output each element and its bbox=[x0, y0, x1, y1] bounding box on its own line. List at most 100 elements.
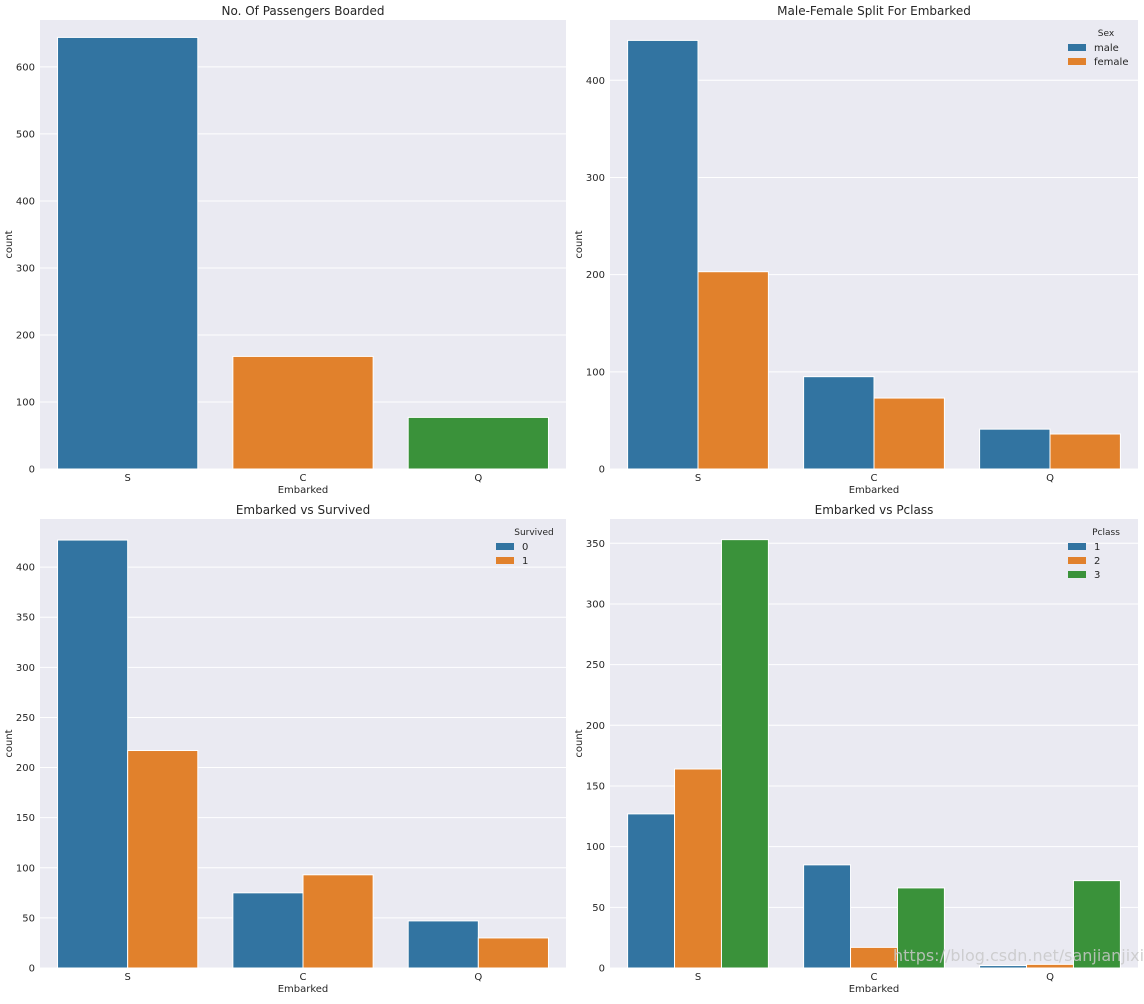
bar-C-1 bbox=[302, 874, 374, 969]
legend-label: 2 bbox=[1094, 556, 1100, 567]
chart-title: Embarked vs Survived bbox=[236, 503, 370, 517]
bar-Q-male bbox=[979, 428, 1051, 470]
y-axis-label: count bbox=[4, 729, 15, 757]
bar-S-1 bbox=[127, 750, 199, 969]
x-tick-label: S bbox=[124, 473, 130, 484]
bar-S-2 bbox=[674, 768, 722, 969]
x-tick-label: Q bbox=[1046, 473, 1054, 484]
legend-label: female bbox=[1094, 57, 1128, 68]
y-tick-label: 300 bbox=[586, 599, 605, 610]
legend-swatch-3 bbox=[1068, 571, 1086, 578]
bar-S-3 bbox=[720, 539, 769, 969]
bar-C-3 bbox=[896, 887, 945, 969]
y-tick-label: 100 bbox=[16, 863, 35, 874]
y-tick-label: 350 bbox=[16, 613, 35, 624]
bar-Q-1 bbox=[477, 937, 549, 969]
legend-swatch-female bbox=[1068, 58, 1086, 65]
bar-S-female bbox=[697, 271, 769, 470]
bar-Q-0 bbox=[407, 920, 479, 969]
x-tick-label: C bbox=[300, 473, 307, 484]
chart-1: 0 100 200 300 400 500 600 S C Q Embarked count No. O… bbox=[4, 4, 566, 496]
y-axis-label: count bbox=[574, 729, 585, 757]
legend-swatch-0 bbox=[496, 543, 514, 550]
y-tick-label: 100 bbox=[586, 842, 605, 853]
legend-label: 1 bbox=[522, 556, 528, 567]
bar-C-0 bbox=[232, 892, 304, 969]
y-tick-label: 200 bbox=[16, 763, 35, 774]
bar-S-0 bbox=[57, 539, 129, 969]
bar-C-1 bbox=[803, 864, 852, 969]
y-tick-label: 100 bbox=[586, 367, 605, 378]
y-tick-label: 500 bbox=[16, 129, 35, 140]
y-tick-label: 150 bbox=[586, 781, 605, 792]
x-tick-label: C bbox=[871, 473, 878, 484]
bar-C-female bbox=[873, 397, 945, 470]
y-tick-label: 300 bbox=[16, 263, 35, 274]
legend-label: 3 bbox=[1094, 570, 1100, 581]
chart-title: Male-Female Split For Embarked bbox=[777, 4, 971, 18]
y-tick-label: 350 bbox=[586, 539, 605, 550]
y-tick-label: 0 bbox=[29, 964, 35, 975]
x-tick-label: Q bbox=[474, 473, 482, 484]
bar-C-2 bbox=[850, 946, 898, 969]
x-tick-label: C bbox=[871, 972, 878, 983]
legend-title: Sex bbox=[1098, 29, 1115, 39]
legend: Survived 0 1 bbox=[496, 528, 554, 567]
bar-Q bbox=[407, 416, 549, 470]
y-tick-label: 250 bbox=[16, 713, 35, 724]
y-tick-label: 150 bbox=[16, 813, 35, 824]
legend-label: 0 bbox=[522, 542, 528, 553]
y-tick-label: 200 bbox=[16, 330, 35, 341]
x-tick-label: S bbox=[695, 473, 701, 484]
bar-Q-1 bbox=[979, 965, 1028, 969]
y-tick-label: 200 bbox=[586, 270, 605, 281]
legend-swatch-1 bbox=[1068, 543, 1086, 550]
x-tick-label: S bbox=[695, 972, 701, 983]
bar-Q-3 bbox=[1072, 880, 1121, 969]
y-tick-label: 50 bbox=[22, 913, 35, 924]
legend: Pclass 1 2 3 bbox=[1068, 528, 1120, 581]
y-tick-label: 0 bbox=[599, 964, 605, 975]
chart-title: Embarked vs Pclass bbox=[815, 503, 934, 517]
chart-3: 0 50 100 150 200 250 300 350 400 S C Q Embarked count… bbox=[4, 503, 566, 995]
y-tick-label: 400 bbox=[586, 76, 605, 87]
bar-S-1 bbox=[627, 813, 676, 969]
bar-C bbox=[232, 355, 374, 470]
legend-title: Survived bbox=[514, 528, 554, 538]
x-tick-label: Q bbox=[474, 972, 482, 983]
x-tick-label: C bbox=[300, 972, 307, 983]
y-tick-label: 400 bbox=[16, 196, 35, 207]
y-tick-label: 300 bbox=[16, 663, 35, 674]
y-axis-label: count bbox=[4, 230, 15, 258]
legend-label: male bbox=[1094, 43, 1119, 54]
legend-swatch-male bbox=[1068, 44, 1086, 51]
legend-swatch-2 bbox=[1068, 557, 1086, 564]
y-tick-label: 0 bbox=[29, 465, 35, 476]
x-axis-label: Embarked bbox=[278, 485, 329, 496]
legend-swatch-1 bbox=[496, 557, 514, 564]
bar-S-male bbox=[627, 39, 699, 470]
legend-title: Pclass bbox=[1092, 528, 1120, 538]
x-axis-label: Embarked bbox=[278, 984, 329, 995]
y-tick-label: 300 bbox=[586, 173, 605, 184]
y-axis-label: count bbox=[574, 230, 585, 258]
x-tick-label: S bbox=[124, 972, 130, 983]
y-tick-label: 100 bbox=[16, 397, 35, 408]
x-axis-label: Embarked bbox=[849, 984, 900, 995]
legend: Sex male female bbox=[1068, 29, 1128, 68]
bar-C-male bbox=[803, 376, 875, 470]
bar-Q-female bbox=[1049, 433, 1121, 470]
y-tick-label: 50 bbox=[592, 903, 605, 914]
bar-S bbox=[57, 36, 199, 470]
legend-label: 1 bbox=[1094, 542, 1100, 553]
y-tick-label: 0 bbox=[599, 465, 605, 476]
chart-2: 0 100 200 300 400 S C Q Embarked count Male-Female… bbox=[574, 4, 1138, 496]
y-tick-label: 600 bbox=[16, 62, 35, 73]
x-tick-label: Q bbox=[1046, 972, 1054, 983]
x-axis-label: Embarked bbox=[849, 485, 900, 496]
y-tick-label: 400 bbox=[16, 563, 35, 574]
y-tick-label: 200 bbox=[586, 721, 605, 732]
chart-title: No. Of Passengers Boarded bbox=[221, 4, 384, 18]
